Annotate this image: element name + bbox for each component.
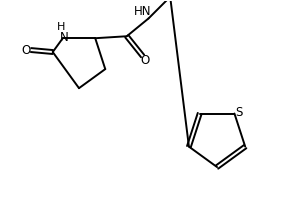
Text: H: H	[57, 22, 65, 32]
Text: N: N	[60, 31, 69, 44]
Text: HN: HN	[134, 5, 151, 18]
Text: S: S	[236, 106, 243, 119]
Text: O: O	[140, 54, 149, 67]
Text: O: O	[22, 44, 31, 57]
